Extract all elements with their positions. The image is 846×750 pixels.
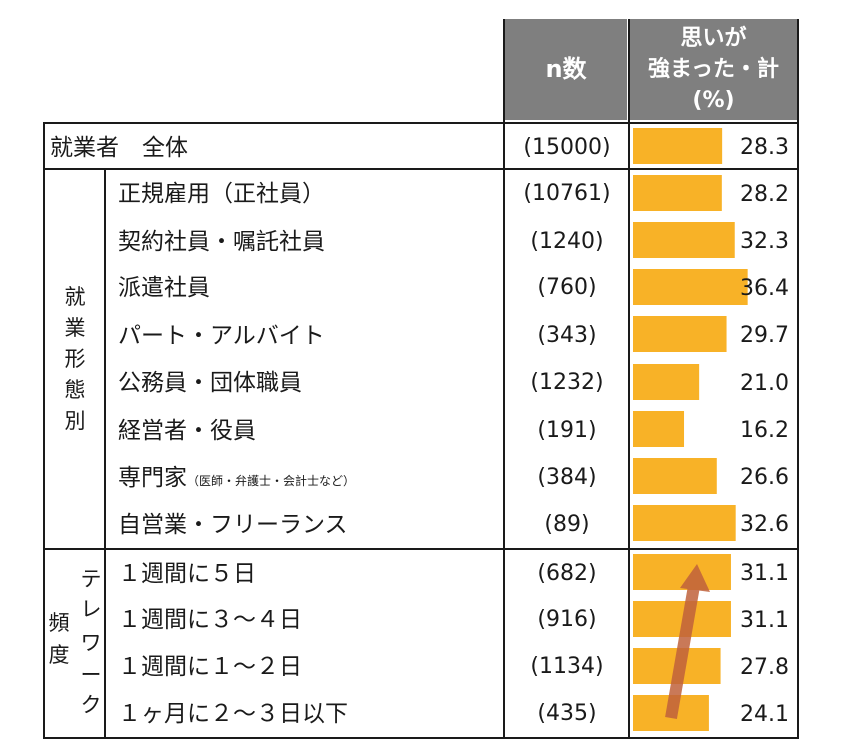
row-label: 自営業・フリーランス xyxy=(118,512,348,538)
row-label: １ヶ月に２～３日以下 xyxy=(118,701,348,727)
n-count-header: n数 xyxy=(505,19,627,120)
value-header-line-1: 思いが xyxy=(680,26,747,51)
row-label: １週間に３～４日 xyxy=(118,607,302,633)
bar-value-label: 26.6 xyxy=(740,465,789,490)
bar xyxy=(633,316,727,352)
bar-value-label: 16.2 xyxy=(740,418,789,443)
bar-value-label: 28.2 xyxy=(740,182,789,207)
bar-value-label: 29.7 xyxy=(740,323,789,348)
bar-value-label: 24.1 xyxy=(740,702,789,727)
row-n: (89) xyxy=(544,512,590,537)
row-label: 契約社員・嘱託社員 xyxy=(118,229,325,255)
group-label-char: 別 xyxy=(64,409,86,433)
row-n: (343) xyxy=(537,323,597,348)
group-label-char: 度 xyxy=(48,643,70,667)
group-label-char: テ xyxy=(80,567,102,591)
total-row-n: (15000) xyxy=(523,135,611,160)
row-n: (760) xyxy=(537,275,597,300)
bar xyxy=(633,505,736,541)
table-border xyxy=(43,548,798,550)
table-border xyxy=(104,168,106,739)
row-label: １週間に５日 xyxy=(118,561,256,587)
trend-arrow xyxy=(665,564,710,720)
bar xyxy=(633,222,735,258)
table-border xyxy=(628,19,630,739)
row-n: (682) xyxy=(537,561,597,586)
trend-arrow-shaft xyxy=(665,584,700,720)
group-label-char: 形 xyxy=(64,347,86,371)
row-n: (1240) xyxy=(530,229,604,254)
value-header: 思いが 強まった・計 (%) xyxy=(630,19,797,120)
group-label-char: 頻 xyxy=(48,611,70,635)
value-header-line-2: 強まった・計 xyxy=(647,57,780,82)
bar xyxy=(633,554,731,590)
group-label-char: ワ xyxy=(80,631,102,655)
group-label-char: 態 xyxy=(64,378,86,402)
bar xyxy=(633,458,717,494)
row-n: (10761) xyxy=(523,181,611,206)
bar-value-label: 31.1 xyxy=(740,561,789,586)
bar xyxy=(633,364,700,400)
row-n: (1134) xyxy=(530,654,604,679)
row-label: パート・アルバイト xyxy=(118,323,325,349)
n-count-header-label: n数 xyxy=(545,55,587,83)
group-label-char: 業 xyxy=(64,316,86,340)
table-border xyxy=(43,168,798,170)
row-note: （医師・弁護士・会計士など） xyxy=(187,474,356,488)
group-label-char: レ xyxy=(80,597,102,621)
bar-value-label: 31.1 xyxy=(740,608,789,633)
bar-value-label: 28.3 xyxy=(740,135,789,160)
row-label: 経営者・役員 xyxy=(118,418,256,444)
row-n: (191) xyxy=(537,418,597,443)
bar xyxy=(633,269,748,305)
bar-value-label: 32.3 xyxy=(740,229,789,254)
table-border xyxy=(797,19,799,739)
row-label: 専門家 xyxy=(118,465,187,491)
table-border xyxy=(503,19,505,739)
row-label: １週間に１～２日 xyxy=(118,654,302,680)
row-n: (384) xyxy=(537,465,597,490)
table-border xyxy=(43,122,798,124)
bar-value-label: 32.6 xyxy=(740,512,789,537)
table-border xyxy=(43,737,798,739)
trend-arrow-head xyxy=(680,564,710,592)
group-label-char: ー xyxy=(80,663,102,687)
bar xyxy=(633,411,685,447)
table-border xyxy=(43,122,45,739)
bar-value-label: 21.0 xyxy=(740,371,789,396)
row-n: (916) xyxy=(537,607,597,632)
row-label: 公務員・団体職員 xyxy=(118,370,302,396)
total-row-label: 就業者 全体 xyxy=(50,135,188,161)
bar-value-label: 27.8 xyxy=(740,655,789,680)
row-n: (435) xyxy=(537,701,597,726)
row-label: 正規雇用（正社員） xyxy=(118,181,325,207)
bar xyxy=(633,175,722,211)
row-label: 派遣社員 xyxy=(118,275,210,301)
value-header-line-3: (%) xyxy=(692,88,735,113)
bar xyxy=(633,128,723,164)
group-label-char: ク xyxy=(80,693,102,717)
row-label-with-note: 専門家（医師・弁護士・会計士など） xyxy=(118,463,355,496)
group-label-char: 就 xyxy=(64,285,86,309)
row-n: (1232) xyxy=(530,370,604,395)
bar-value-label: 36.4 xyxy=(740,276,789,301)
